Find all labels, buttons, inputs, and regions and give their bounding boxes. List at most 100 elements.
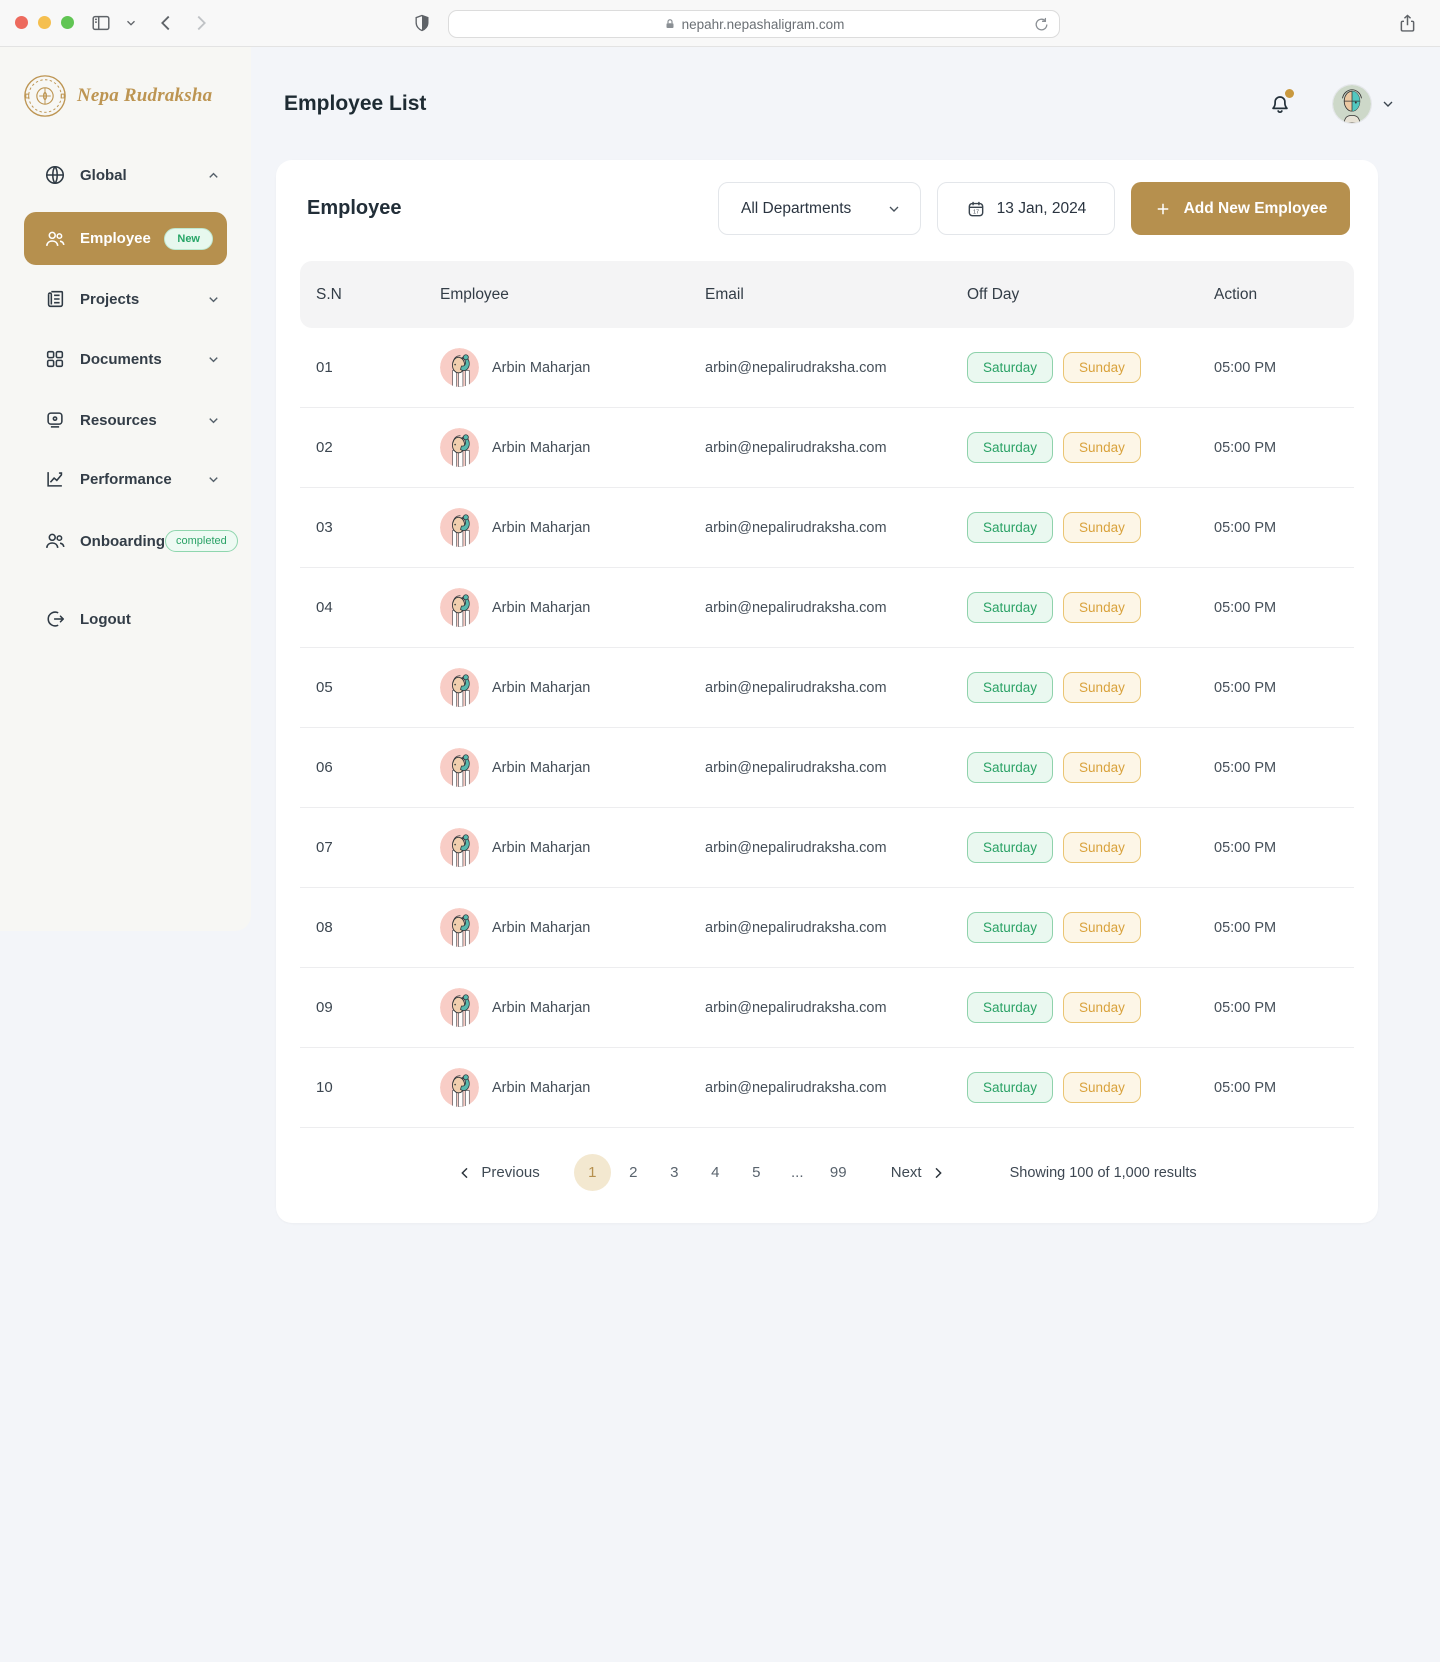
row-email: arbin@nepalirudraksha.com xyxy=(705,439,887,456)
offday-badge-sunday: Sunday xyxy=(1063,352,1141,383)
row-sn: 01 xyxy=(316,359,333,376)
row-offday-cell: Saturday Sunday xyxy=(967,1072,1214,1103)
sidebar-item-global[interactable]: Global xyxy=(24,153,227,197)
page-button-5[interactable]: 5 xyxy=(752,1164,761,1181)
employee-avatar xyxy=(440,748,479,787)
brand-logo-icon xyxy=(22,73,68,119)
table-row[interactable]: 06 xyxy=(300,728,1354,808)
row-offday-cell: Saturday Sunday xyxy=(967,992,1214,1023)
table-row[interactable]: 07 xyxy=(300,808,1354,888)
privacy-shield-icon[interactable] xyxy=(412,11,432,35)
page-button-2[interactable]: 2 xyxy=(629,1164,638,1181)
employee-avatar xyxy=(440,668,479,707)
table-row[interactable]: 10 xyxy=(300,1048,1354,1128)
table-row[interactable]: 05 xyxy=(300,648,1354,728)
next-label: Next xyxy=(890,1164,922,1181)
sidebar-item-label: Documents xyxy=(80,350,162,368)
maximize-window-button[interactable] xyxy=(61,16,74,29)
employee-avatar xyxy=(440,988,479,1027)
next-page-button[interactable]: Next xyxy=(891,1164,946,1181)
employee-avatar xyxy=(440,1068,479,1107)
sidebar-toggle-icon[interactable] xyxy=(90,12,112,34)
user-menu[interactable] xyxy=(1333,84,1396,123)
employee-name: Arbin Maharjan xyxy=(492,519,591,536)
table-row[interactable]: 08 xyxy=(300,888,1354,968)
sidebar-item-projects[interactable]: Projects xyxy=(24,277,227,321)
previous-page-button[interactable]: Previous xyxy=(457,1164,540,1181)
page-button-3[interactable]: 3 xyxy=(670,1164,679,1181)
table-row[interactable]: 03 xyxy=(300,488,1354,568)
share-icon[interactable] xyxy=(1397,12,1418,35)
users-icon xyxy=(44,228,66,250)
sidebar-item-label: Employee xyxy=(80,230,151,247)
back-button[interactable] xyxy=(155,12,177,34)
sidebar-item-resources[interactable]: Resources xyxy=(24,398,227,442)
calendar-icon: 17 xyxy=(966,199,986,219)
sidebar-item-label: Global xyxy=(80,166,127,184)
new-badge: New xyxy=(164,227,213,250)
globe-icon xyxy=(44,164,66,186)
forward-button[interactable] xyxy=(190,12,212,34)
table-row[interactable]: 02 xyxy=(300,408,1354,488)
add-new-employee-label: Add New Employee xyxy=(1183,199,1328,217)
department-select[interactable]: All Departments xyxy=(718,182,921,235)
refresh-icon[interactable] xyxy=(1033,16,1050,33)
row-offday-cell: Saturday Sunday xyxy=(967,432,1214,463)
documents-grid-icon xyxy=(44,348,66,370)
sidebar-item-documents[interactable]: Documents xyxy=(24,337,227,381)
row-action-time: 05:00 PM xyxy=(1214,599,1277,616)
employee-avatar xyxy=(440,508,479,547)
chevron-down-icon xyxy=(206,472,221,487)
sidebar-item-logout[interactable]: Logout xyxy=(24,597,227,641)
sidebar-item-label: Performance xyxy=(80,470,172,488)
offday-badge-saturday: Saturday xyxy=(967,432,1054,463)
url-bar[interactable]: nepahr.nepashaligram.com xyxy=(448,10,1060,38)
notification-bell-icon[interactable] xyxy=(1267,88,1294,117)
tab-overview-chevron-icon[interactable] xyxy=(124,16,138,30)
page-button-4[interactable]: 4 xyxy=(711,1164,720,1181)
add-new-employee-button[interactable]: Add New Employee xyxy=(1131,182,1350,235)
svg-text:17: 17 xyxy=(973,209,979,215)
offday-badge-saturday: Saturday xyxy=(967,352,1054,383)
row-employee-cell: Arbin Maharjan xyxy=(440,428,705,467)
row-email: arbin@nepalirudraksha.com xyxy=(705,759,887,776)
table-row[interactable]: 01 xyxy=(300,328,1354,408)
offday-badge-saturday: Saturday xyxy=(967,992,1054,1023)
sidebar: Nepa Rudraksha Global Employee New Proje… xyxy=(0,47,251,931)
page-button-99[interactable]: 99 xyxy=(829,1164,847,1181)
row-offday-cell: Saturday Sunday xyxy=(967,752,1214,783)
offday-badge-sunday: Sunday xyxy=(1063,512,1141,543)
column-header-email: Email xyxy=(705,285,744,303)
sidebar-item-performance[interactable]: Performance xyxy=(24,457,227,501)
page-title: Employee List xyxy=(284,91,427,115)
date-picker[interactable]: 17 13 Jan, 2024 xyxy=(937,182,1115,235)
employee-name: Arbin Maharjan xyxy=(492,759,591,776)
offday-badge-sunday: Sunday xyxy=(1063,752,1141,783)
table-row[interactable]: 09 xyxy=(300,968,1354,1048)
completed-badge: completed xyxy=(165,530,238,552)
row-offday-cell: Saturday Sunday xyxy=(967,592,1214,623)
row-action-time: 05:00 PM xyxy=(1214,919,1277,936)
users-icon xyxy=(44,530,66,552)
sidebar-item-employee[interactable]: Employee New xyxy=(24,212,227,265)
offday-badge-sunday: Sunday xyxy=(1063,992,1141,1023)
user-avatar[interactable] xyxy=(1333,84,1371,123)
resources-icon xyxy=(44,409,66,431)
sidebar-item-onboarding[interactable]: Onboarding completed xyxy=(24,519,238,563)
plus-icon xyxy=(1157,203,1168,214)
page-button-1[interactable]: 1 xyxy=(573,1154,611,1191)
row-action-time: 05:00 PM xyxy=(1214,759,1277,776)
minimize-window-button[interactable] xyxy=(38,16,51,29)
table-row[interactable]: 04 xyxy=(300,568,1354,648)
previous-label: Previous xyxy=(481,1164,540,1181)
logout-icon xyxy=(44,608,66,630)
row-action-time: 05:00 PM xyxy=(1214,679,1277,696)
row-action-time: 05:00 PM xyxy=(1214,1079,1277,1096)
table-body: 01 xyxy=(300,328,1354,1128)
employee-avatar xyxy=(440,908,479,947)
table-header-row: S.N Employee Email Off Day Action xyxy=(300,261,1354,328)
close-window-button[interactable] xyxy=(15,16,28,29)
row-sn: 03 xyxy=(316,519,333,536)
row-email: arbin@nepalirudraksha.com xyxy=(705,839,887,856)
employee-avatar xyxy=(440,428,479,467)
